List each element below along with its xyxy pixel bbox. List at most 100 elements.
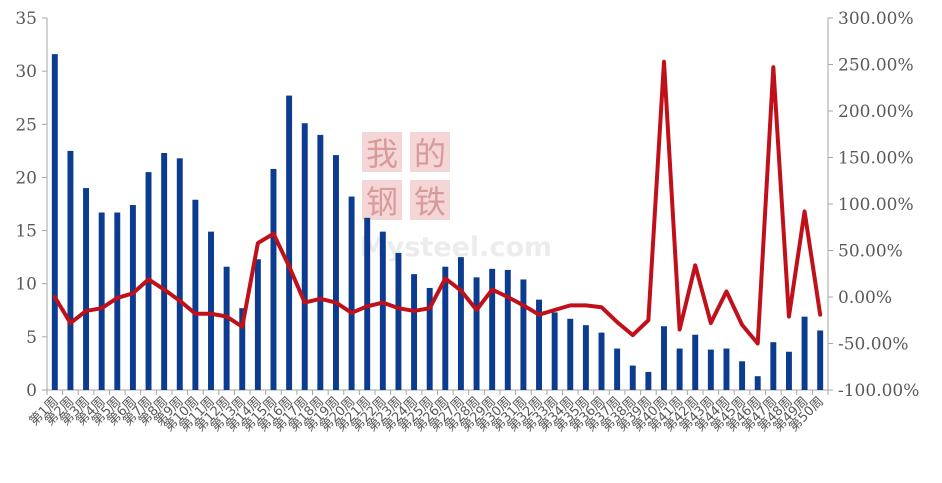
watermark-logo-char-1: 我 (366, 135, 398, 173)
bar (536, 299, 542, 390)
bar (176, 158, 183, 390)
line-point (585, 304, 587, 306)
bar (442, 266, 449, 390)
left-tick-label: 0 (26, 381, 37, 401)
bar (582, 325, 589, 390)
line-point (366, 305, 368, 307)
bar (754, 376, 761, 390)
bar (192, 199, 199, 390)
bar (333, 155, 339, 390)
line-point (429, 307, 431, 309)
bar (301, 123, 308, 391)
line-point (116, 297, 118, 299)
bar (614, 348, 621, 390)
bar (379, 231, 386, 390)
line-point (194, 313, 196, 315)
left-tick-label: 30 (15, 62, 37, 82)
left-tick-label: 20 (15, 168, 37, 188)
line-point (772, 66, 774, 68)
bar (645, 371, 652, 390)
line-point (163, 289, 165, 291)
watermark-logo-box-1 (362, 132, 402, 172)
left-tick-label: 5 (26, 328, 37, 348)
bar (208, 231, 214, 390)
left-tick-label: 25 (15, 115, 37, 135)
line-point (304, 302, 306, 304)
left-tick-label: 10 (15, 275, 37, 295)
bar (489, 268, 496, 390)
right-tick-label: 250.00% (838, 56, 914, 76)
line-point (647, 319, 649, 321)
line-point (210, 313, 212, 315)
bar (504, 269, 511, 390)
right-tick-label: 50.00% (838, 242, 903, 262)
bar (473, 277, 480, 390)
line-point (85, 310, 87, 312)
line-point (710, 322, 712, 324)
line-point (663, 61, 665, 63)
line-path (52, 59, 823, 346)
line-point (288, 265, 290, 267)
bar (51, 54, 58, 390)
bar (161, 152, 168, 390)
watermark-logo-char-4: 铁 (414, 183, 446, 221)
right-tick-label: 200.00% (838, 102, 914, 122)
bar (739, 361, 746, 390)
line-point (148, 278, 150, 280)
right-tick-label: 0.00% (838, 288, 892, 308)
left-tick-label: 35 (15, 9, 37, 29)
line-point (54, 296, 56, 298)
line-point (397, 307, 399, 309)
line-point (335, 302, 337, 304)
line-point (694, 264, 696, 266)
line-point (554, 309, 556, 311)
line-point (632, 334, 634, 336)
watermark-logo-char-2: 的 (414, 135, 446, 173)
line-point (101, 307, 103, 309)
line-point (319, 298, 321, 300)
line-point (819, 314, 821, 316)
line-point (522, 304, 524, 306)
line-point (132, 292, 134, 294)
bar (629, 365, 636, 390)
bar (98, 212, 105, 390)
bar (426, 287, 433, 390)
bar (457, 257, 464, 390)
bar (692, 334, 699, 390)
bar (567, 318, 574, 390)
right-tick-label: 100.00% (838, 195, 914, 215)
right-tick-label: 300.00% (838, 9, 914, 29)
bar (254, 259, 261, 390)
bar (785, 351, 792, 390)
line-point (272, 233, 274, 235)
line-point (476, 309, 478, 311)
watermark-logo-box-4 (410, 180, 450, 220)
bar (801, 316, 808, 390)
line-point (460, 289, 462, 291)
bar (114, 212, 121, 390)
line-point (491, 289, 493, 291)
line-point (757, 343, 759, 344)
bar (707, 349, 714, 390)
line-point (507, 296, 509, 298)
bar (395, 252, 402, 390)
line-point (616, 321, 618, 323)
bar (676, 348, 683, 390)
bar (661, 326, 667, 390)
bar (223, 266, 230, 390)
line-point (538, 314, 540, 316)
line-point (413, 310, 415, 312)
bar (270, 168, 277, 390)
bar (817, 330, 824, 390)
bar (723, 348, 730, 390)
line-series (52, 59, 823, 346)
bar (551, 312, 558, 390)
watermark-logo-box-3 (362, 180, 402, 220)
bar (520, 279, 527, 390)
watermark-logo-box-2 (410, 132, 450, 172)
line-point (226, 316, 228, 318)
bar (317, 134, 324, 390)
line-point (788, 316, 790, 318)
watermark-logo-char-3: 钢 (366, 183, 398, 221)
